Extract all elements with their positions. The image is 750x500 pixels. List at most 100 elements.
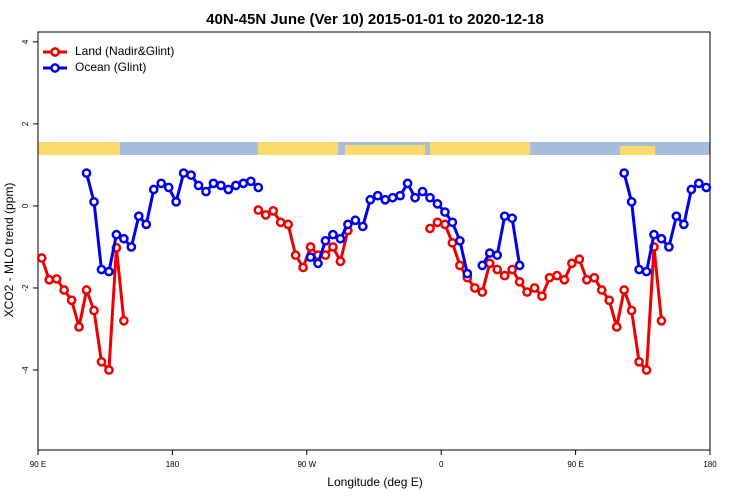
data-point — [283, 219, 293, 230]
data-point — [178, 168, 189, 178]
data-point — [260, 210, 271, 220]
data-point — [96, 264, 107, 275]
chart-title: 40N-45N June (Ver 10) 2015-01-01 to 2020… — [206, 11, 544, 28]
land-ocean-strip — [38, 142, 710, 155]
data-point — [328, 242, 338, 252]
data-point — [432, 199, 443, 209]
x-tick-label: 0 — [439, 460, 444, 469]
data-point — [350, 215, 361, 226]
data-point — [81, 168, 92, 178]
x-tick-label: 180 — [166, 460, 180, 469]
data-point — [66, 295, 77, 306]
data-point — [216, 180, 226, 191]
x-tick-label: 90 W — [297, 460, 316, 469]
data-point — [119, 233, 129, 244]
data-point — [701, 182, 712, 193]
data-point — [552, 270, 562, 281]
data-point — [305, 242, 316, 252]
data-point — [693, 178, 704, 189]
data-point — [425, 223, 435, 234]
data-point — [96, 356, 107, 367]
data-point — [619, 285, 629, 295]
data-point — [343, 219, 353, 230]
data-point — [619, 168, 629, 178]
data-point — [380, 194, 391, 205]
land-strip — [345, 145, 425, 155]
data-point — [395, 190, 405, 201]
data-point — [477, 287, 488, 297]
data-point — [387, 192, 398, 203]
data-point — [223, 184, 234, 195]
data-point — [193, 180, 204, 191]
data-point — [529, 283, 540, 293]
data-point — [634, 264, 644, 275]
data-point — [313, 258, 323, 269]
x-tick-label: 90 E — [30, 460, 46, 469]
data-point — [201, 186, 211, 197]
data-point — [425, 192, 435, 203]
data-point — [89, 196, 99, 207]
y-tick-label: 0 — [21, 203, 30, 208]
data-point — [492, 250, 503, 261]
data-point — [544, 272, 555, 283]
data-point — [432, 217, 443, 228]
data-point — [499, 270, 510, 281]
data-point — [268, 205, 279, 216]
data-point — [581, 274, 592, 285]
data-point — [641, 365, 652, 375]
data-point — [410, 192, 420, 203]
data-point — [141, 219, 152, 230]
data-point — [89, 305, 99, 316]
data-point — [514, 276, 525, 287]
data-point — [455, 260, 465, 271]
data-point — [81, 285, 92, 295]
legend-label: Land (Nadir&Glint) — [75, 44, 174, 58]
data-point — [641, 266, 652, 277]
data-point — [626, 196, 637, 207]
data-point — [656, 233, 667, 244]
data-point — [59, 285, 69, 295]
data-point — [238, 178, 249, 189]
legend-marker — [50, 47, 60, 57]
data-point — [290, 250, 301, 261]
data-point — [231, 180, 241, 191]
data-point — [111, 229, 122, 240]
data-point — [671, 211, 682, 222]
data-point — [171, 196, 181, 207]
y-axis-label: XCO2 - MLO trend (ppm) — [2, 183, 16, 318]
data-point — [469, 283, 480, 293]
data-point — [119, 315, 129, 326]
data-point — [372, 190, 383, 201]
data-point — [634, 356, 644, 367]
data-point — [664, 242, 674, 252]
data-point — [51, 274, 62, 284]
data-point — [104, 365, 114, 375]
y-tick-label: 2 — [21, 121, 30, 126]
data-point — [417, 186, 428, 197]
data-point — [253, 182, 264, 193]
data-point — [104, 266, 114, 277]
plot-box — [37, 31, 711, 451]
data-point — [447, 217, 458, 228]
data-point — [440, 207, 450, 217]
data-point — [455, 235, 465, 246]
data-point — [208, 178, 219, 189]
data-point — [298, 262, 308, 273]
land-strip — [430, 142, 530, 155]
data-point — [275, 217, 286, 228]
land-strip — [38, 142, 120, 155]
data-point — [447, 237, 458, 248]
data-point — [320, 235, 331, 246]
data-point — [567, 258, 577, 269]
data-point — [507, 264, 517, 275]
x-axis-label: Longitude (deg E) — [327, 475, 422, 489]
data-point — [626, 305, 637, 316]
data-point — [335, 256, 346, 267]
legend-label: Ocean (Glint) — [75, 60, 146, 74]
data-point — [133, 211, 144, 222]
data-point — [499, 211, 510, 222]
data-point — [186, 170, 196, 181]
data-point — [74, 322, 84, 332]
data-point — [514, 260, 525, 271]
